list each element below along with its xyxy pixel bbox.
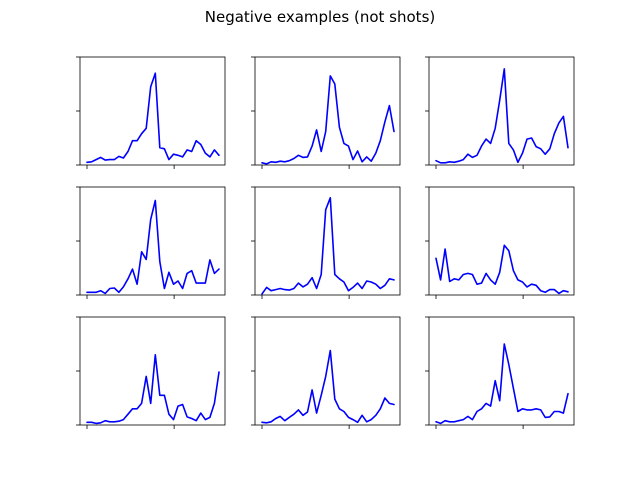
series-line — [435, 68, 569, 164]
subplot-1 — [76, 56, 226, 169]
subplot-4 — [76, 186, 226, 299]
axes-frame — [428, 186, 575, 296]
subplot-3 — [425, 56, 575, 169]
axes-frame — [254, 316, 401, 426]
series-line — [435, 343, 569, 425]
subplot-2 — [251, 56, 401, 169]
series-line — [261, 349, 395, 424]
subplot-5 — [251, 186, 401, 299]
axes-frame — [79, 186, 226, 296]
subplot-8 — [251, 316, 401, 429]
series-line — [261, 197, 395, 295]
figure-title: Negative examples (not shots) — [205, 8, 435, 26]
series-line — [86, 72, 220, 164]
subplot-7 — [76, 316, 226, 429]
subplot-6 — [425, 186, 575, 299]
subplot-9 — [425, 316, 575, 429]
series-line — [86, 199, 220, 295]
series-line — [261, 75, 395, 165]
series-line — [435, 244, 569, 295]
axes-frame — [428, 56, 575, 166]
series-line — [86, 353, 220, 425]
subplot-grid — [76, 56, 575, 429]
axes-frame — [79, 316, 226, 426]
